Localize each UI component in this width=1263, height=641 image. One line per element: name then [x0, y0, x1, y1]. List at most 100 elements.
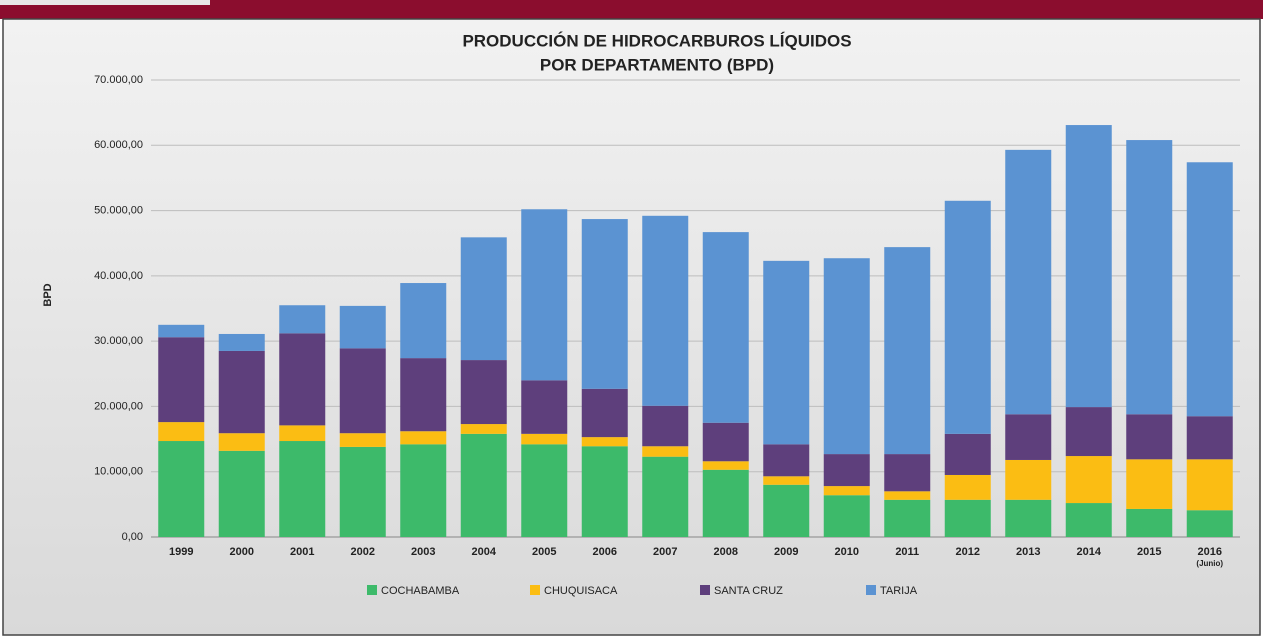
- bar-segment: [702, 461, 749, 470]
- bar-segment: [1065, 125, 1112, 408]
- bar-segment: [1126, 414, 1173, 460]
- x-tick-label: 2005: [532, 546, 556, 558]
- bar-segment: [1186, 459, 1233, 511]
- bar-segment: [158, 324, 205, 338]
- bar-segment: [581, 437, 628, 447]
- bar-segment: [581, 219, 628, 389]
- bar-segment: [1065, 503, 1112, 537]
- bar-segment: [1186, 416, 1233, 460]
- x-tick-label: 2007: [653, 546, 677, 558]
- y-tick-label: 10.000,00: [94, 466, 143, 478]
- x-tick-label: 2015: [1137, 546, 1161, 558]
- bar-segment: [400, 444, 447, 537]
- x-tick-label: 2010: [835, 546, 859, 558]
- bar-segment: [460, 433, 507, 537]
- bar-segment: [218, 450, 265, 537]
- bar-segment: [460, 424, 507, 434]
- legend-swatch: [700, 585, 710, 595]
- bar-segment: [944, 499, 991, 537]
- bar-segment: [279, 441, 326, 537]
- x-tick-label: 2000: [230, 546, 254, 558]
- bar-segment: [1126, 140, 1173, 415]
- bar-segment: [521, 444, 568, 537]
- legend-label: TARIJA: [880, 585, 918, 597]
- bar-segment: [823, 454, 870, 487]
- bar-segment: [1005, 149, 1052, 415]
- x-tick-label: 2003: [411, 546, 435, 558]
- bar-segment: [823, 486, 870, 496]
- bar-segment: [823, 258, 870, 455]
- bar-segment: [521, 380, 568, 434]
- bar-segment: [218, 350, 265, 434]
- x-tick-label: 2001: [290, 546, 314, 558]
- bar-segment: [1005, 499, 1052, 537]
- bar-segment: [339, 348, 386, 434]
- y-tick-label: 50.000,00: [94, 204, 143, 216]
- legend-swatch: [367, 585, 377, 595]
- x-tick-label: 2012: [956, 546, 980, 558]
- x-tick-label: 2008: [714, 546, 738, 558]
- bar-segment: [702, 422, 749, 462]
- bar-segment: [642, 456, 689, 537]
- bar-segment: [460, 360, 507, 425]
- bar-segment: [1126, 459, 1173, 509]
- bar-segment: [1065, 407, 1112, 457]
- header-bar: [0, 5, 1263, 19]
- bar-segment: [400, 358, 447, 432]
- bar-segment: [944, 200, 991, 434]
- bar-segment: [1065, 456, 1112, 504]
- bar-segment: [1005, 459, 1052, 500]
- legend-swatch: [530, 585, 540, 595]
- bar-segment: [158, 337, 205, 423]
- bar-segment: [702, 232, 749, 423]
- header-tab: [0, 0, 210, 5]
- bar-segment: [521, 433, 568, 445]
- y-tick-label: 0,00: [122, 531, 143, 543]
- chart-title: POR DEPARTAMENTO (BPD): [540, 55, 774, 74]
- bar-segment: [763, 476, 810, 485]
- y-tick-label: 70.000,00: [94, 74, 143, 86]
- bar-segment: [1186, 162, 1233, 417]
- header-bar-top: [0, 0, 1263, 5]
- bar-segment: [339, 433, 386, 447]
- bar-segment: [581, 446, 628, 537]
- bar-segment: [702, 469, 749, 537]
- bar-segment: [884, 454, 931, 492]
- x-tick-label: 2011: [895, 546, 919, 558]
- bar-segment: [642, 446, 689, 457]
- legend-label: COCHABAMBA: [381, 585, 460, 597]
- x-tick-label: 1999: [169, 546, 193, 558]
- bar-segment: [1126, 508, 1173, 537]
- bar-segment: [1186, 510, 1233, 537]
- bar-segment: [218, 333, 265, 351]
- bar-segment: [823, 495, 870, 537]
- bar-segment: [884, 499, 931, 537]
- bar-segment: [944, 474, 991, 500]
- x-tick-label: 2006: [593, 546, 617, 558]
- bar-segment: [400, 431, 447, 445]
- bar-segment: [763, 484, 810, 537]
- bar-segment: [642, 405, 689, 447]
- bar-segment: [521, 209, 568, 381]
- bar-segment: [158, 441, 205, 537]
- legend-swatch: [866, 585, 876, 595]
- bar-segment: [581, 388, 628, 438]
- y-tick-label: 60.000,00: [94, 139, 143, 151]
- bar-segment: [339, 446, 386, 537]
- y-tick-label: 40.000,00: [94, 270, 143, 282]
- bar-segment: [460, 237, 507, 361]
- bar-segment: [884, 491, 931, 500]
- bar-segment: [763, 260, 810, 445]
- legend-label: SANTA CRUZ: [714, 585, 783, 597]
- x-tick-label: 2013: [1016, 546, 1040, 558]
- x-tick-label: 2002: [351, 546, 375, 558]
- bar-segment: [218, 433, 265, 451]
- bar-segment: [1005, 414, 1052, 460]
- bar-segment: [279, 425, 326, 442]
- bar-segment: [400, 283, 447, 359]
- bar-segment: [884, 247, 931, 455]
- x-tick-label: 2016 (Junio): [1196, 546, 1223, 568]
- x-tick-label: 2014: [1077, 546, 1102, 558]
- y-tick-label: 30.000,00: [94, 335, 143, 347]
